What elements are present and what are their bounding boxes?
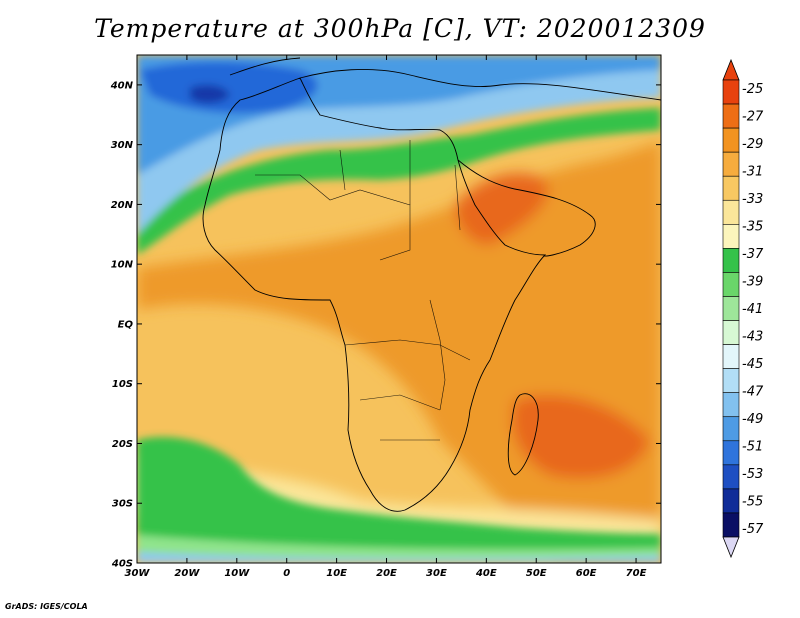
colorbar-label: -27 [742,110,764,125]
africa-coastline [202,77,547,512]
country-borders [255,140,471,441]
lon-label: 20E [376,568,397,579]
field-light-green-south [137,535,661,563]
lon-label: 10W [224,568,250,579]
lat-label: 20S [112,439,133,450]
lon-label: 30E [426,568,447,579]
lat-label: EQ [118,319,134,330]
colorbar-label: -25 [742,82,763,97]
lon-label: 30W [125,568,151,579]
border-central [344,339,471,361]
colorbar-swatch [722,127,740,153]
colorbar-swatch [722,416,740,442]
colorbar-swatch [722,224,740,249]
colorbar-bottom-arrow [722,536,740,559]
field-green-south [137,437,661,563]
colorbar-label: -45 [742,357,763,372]
colorbar-label: -33 [742,192,763,207]
colorbar-swatch [722,368,740,393]
colorbar-label: -41 [742,302,763,317]
border-north [339,140,461,231]
colorbar-label: -39 [742,275,763,290]
colorbar-swatch [722,392,740,418]
footer-credit: GrADS: IGES/COLA [5,602,88,611]
colorbar-swatch [722,272,740,297]
temperature-field [137,55,661,563]
lat-label: 30N [111,140,134,151]
lon-label: 20W [174,568,200,579]
colorbar: -25 -27 -29 -31 -33 -35 -37 -39 -41 -43 -45 -47 -49 -… [722,58,764,559]
lat-label: 20N [111,200,134,211]
colorbar-swatch [722,248,740,273]
arabia-coastline [457,159,596,257]
colorbar-swatch [722,440,740,466]
iberia-coast [229,57,301,76]
colorbar-swatch [722,488,740,514]
coastlines [202,57,661,512]
colorbar-swatch [722,512,740,538]
colorbar-top-arrow [722,58,740,81]
colorbar-label: -53 [742,467,763,482]
lon-label: 40E [475,568,497,579]
lat-label: 10N [111,260,134,271]
lon-label: 0 [283,568,290,579]
colorbar-label: -51 [742,440,763,455]
colorbar-swatch [722,464,740,490]
mediterranean-coast [299,69,661,101]
colorbar-swatch [722,296,740,321]
madagascar-coastline [507,393,539,476]
lon-label: 70E [626,568,647,579]
longitude-labels: 30W 20W 10W 0 10E 20E 30E 40E 50E 60E 70E [125,568,647,579]
field-deep-blue [140,61,318,114]
colorbar-swatch [722,344,740,369]
lat-label: 30S [112,499,133,510]
border-east-lakes [429,299,446,411]
lat-label: 10S [112,379,133,390]
field-warmest-south [511,394,650,479]
colorbar-swatch [722,151,740,177]
lon-label: 10E [326,568,347,579]
colorbar-swatch [722,103,740,129]
colorbar-label: -31 [742,165,763,180]
field-green-north [137,108,661,255]
colorbar-swatch [722,79,740,105]
plot-frame [136,54,662,564]
colorbar-swatch [722,199,740,225]
colorbar-label: -49 [742,412,763,427]
colorbar-label: -47 [742,385,764,400]
colorbar-label: -35 [742,220,763,235]
field-blue-south [137,552,661,563]
axis-ticks [136,55,661,564]
colorbar-label: -57 [742,522,764,537]
field-navy-core [190,84,230,104]
border-south [359,394,441,441]
colorbar-label: -37 [742,247,764,262]
lon-label: 60E [576,568,597,579]
border-sahel [255,174,411,261]
colorbar-swatch [722,320,740,345]
colorbar-label: -43 [742,330,763,345]
colorbar-label: -29 [742,137,763,152]
map-title: Temperature at 300hPa [C], VT: 202001230… [94,14,706,43]
colorbar-swatch [722,175,740,201]
colorbar-label: -55 [742,495,763,510]
lat-label: 40N [110,80,134,91]
latitude-labels: 40N 30N 20N 10N EQ 10S 20S 30S 40S [110,80,134,569]
lon-label: 50E [526,568,547,579]
lat-label: 40S [111,559,133,570]
